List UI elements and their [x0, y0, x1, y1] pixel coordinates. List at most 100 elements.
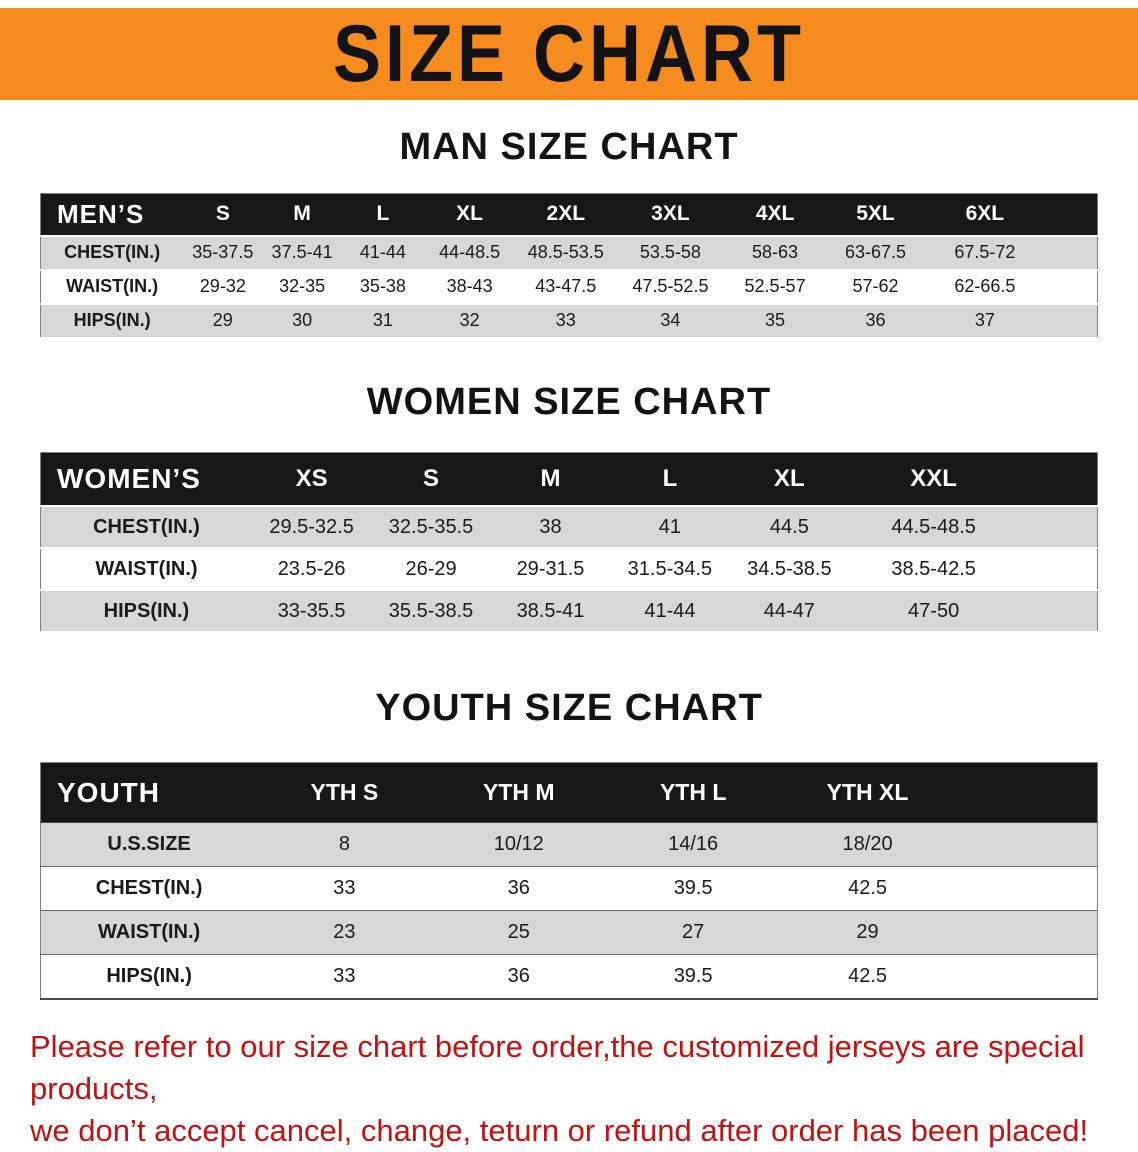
size-column-header: 5XL — [825, 193, 926, 237]
youth-waist-row: WAIST(IN.) 23 25 27 29 — [40, 910, 1098, 955]
filler-cell — [1018, 548, 1097, 590]
size-cell: 37 — [974, 310, 995, 330]
size-cell: 62-66.5 — [954, 276, 1016, 296]
row-label: HIPS(IN.) — [73, 310, 151, 330]
size-cell: 33-35.5 — [277, 599, 346, 622]
women-waist-row: WAIST(IN.) 23.5-26 26-29 29-31.5 31.5-34… — [40, 548, 1098, 590]
men-chest-row: CHEST(IN.) 35-37.5 37.5-41 41-44 44-48.5… — [40, 235, 1098, 270]
size-cell: 58-63 — [752, 242, 799, 262]
size-column-header: YTH XL — [780, 762, 955, 823]
size-cell: 34 — [660, 310, 681, 330]
size-cell: 31 — [372, 310, 393, 330]
filler-cell — [1045, 270, 1098, 304]
size-cell: 23 — [333, 921, 356, 943]
women-section: WOMEN SIZE CHART WOMEN’S XS S M L XL XXL — [0, 380, 1138, 633]
filler-cell — [955, 867, 1098, 911]
size-cell: 35 — [765, 310, 786, 330]
row-label: CHEST(IN.) — [95, 877, 203, 899]
size-cell: 53.5-58 — [639, 242, 701, 262]
size-cell: 27 — [682, 921, 705, 943]
youth-size-table: YOUTH YTH S YTH M YTH L YTH XL U.S.SIZE … — [40, 762, 1098, 1000]
men-section-heading: MAN SIZE CHART — [399, 126, 739, 168]
size-cell: 41 — [658, 515, 682, 538]
men-waist-row: WAIST(IN.) 29-32 32-35 35-38 38-43 43-47… — [40, 269, 1098, 304]
size-cell: 36 — [507, 877, 530, 899]
size-column-header: YTH M — [431, 762, 606, 823]
disclaimer-line-1: Please refer to our size chart before or… — [30, 1028, 1085, 1106]
filler-cell — [1018, 506, 1097, 548]
size-cell: 57-62 — [852, 276, 899, 296]
size-cell: 38-43 — [446, 276, 493, 296]
women-chest-row: CHEST(IN.) 29.5-32.5 32.5-35.5 38 41 44.… — [40, 506, 1098, 548]
size-column-header: L — [610, 452, 730, 507]
disclaimer: Please refer to our size chart before or… — [30, 1026, 1118, 1152]
size-column-header: L — [341, 193, 425, 237]
men-hips-row: HIPS(IN.) 29 30 31 32 33 34 35 36 37 — [40, 303, 1098, 338]
size-cell: 39.5 — [673, 964, 713, 987]
size-cell: 18/20 — [842, 833, 893, 855]
women-size-table: WOMEN’S XS S M L XL XXL CHEST(IN.) 29.5-… — [40, 451, 1098, 633]
women-table-title: WOMEN’S — [40, 452, 252, 507]
size-cell: 29 — [212, 310, 233, 330]
row-label: WAIST(IN.) — [95, 557, 198, 580]
size-cell: 36 — [865, 310, 886, 330]
disclaimer-line-2: we don’t accept cancel, change, teturn o… — [30, 1112, 1089, 1148]
men-section: MAN SIZE CHART MEN’S S M L XL 2XL 3XL 4X… — [0, 126, 1138, 339]
youth-header-row: YOUTH YTH S YTH M YTH L YTH XL — [40, 762, 1098, 823]
size-cell: 32-35 — [279, 276, 326, 296]
size-cell: 29-31.5 — [516, 557, 585, 580]
size-column-header: XL — [729, 452, 850, 507]
size-cell: 23.5-26 — [277, 557, 346, 580]
size-cell: 35-38 — [359, 276, 406, 296]
filler-cell — [955, 911, 1098, 955]
filler-cell — [955, 955, 1098, 999]
size-cell: 32 — [459, 310, 480, 330]
filler-cell — [955, 823, 1098, 867]
youth-hips-row: HIPS(IN.) 33 36 39.5 42.5 — [40, 954, 1098, 999]
size-cell: 67.5-72 — [954, 242, 1016, 262]
row-label: WAIST(IN.) — [66, 276, 159, 296]
size-cell: 31.5-34.5 — [627, 557, 713, 580]
size-cell: 44.5-48.5 — [891, 515, 976, 538]
size-cell: 34.5-38.5 — [747, 557, 832, 580]
banner: SIZE CHART — [0, 8, 1138, 100]
men-size-table: MEN’S S M L XL 2XL 3XL 4XL 5XL 6XL CHEST… — [40, 193, 1098, 339]
size-cell: 29.5-32.5 — [269, 515, 354, 538]
size-cell: 25 — [507, 921, 530, 943]
size-cell: 35.5-38.5 — [388, 599, 474, 622]
size-cell: 33 — [333, 964, 356, 987]
size-cell: 36 — [507, 964, 530, 987]
row-label: WAIST(IN.) — [97, 921, 201, 943]
size-cell: 10/12 — [493, 833, 544, 855]
size-cell: 42.5 — [848, 964, 888, 987]
size-cell: 52.5-57 — [744, 276, 806, 296]
size-cell: 26-29 — [405, 557, 457, 580]
size-cell: 41-44 — [644, 599, 696, 622]
size-column-header: YTH L — [605, 762, 781, 823]
size-cell: 63-67.5 — [844, 242, 906, 262]
filler-cell — [1045, 304, 1098, 338]
women-hips-row: HIPS(IN.) 33-35.5 35.5-38.5 38.5-41 41-4… — [40, 590, 1098, 632]
size-cell: 42.5 — [848, 877, 888, 899]
size-cell: 48.5-53.5 — [527, 242, 604, 262]
youth-ussize-row: U.S.SIZE 8 10/12 14/16 18/20 — [40, 822, 1098, 867]
size-column-header: YTH S — [257, 762, 432, 823]
size-cell: 38 — [539, 515, 562, 538]
size-cell: 44-47 — [763, 599, 815, 622]
row-label: U.S.SIZE — [107, 833, 191, 855]
size-column-header: 4XL — [724, 193, 826, 237]
size-column-header: XXL — [849, 452, 1019, 507]
filler-cell — [1018, 590, 1097, 632]
women-header-row: WOMEN’S XS S M L XL XXL — [40, 452, 1098, 507]
filler-cell — [1044, 193, 1098, 237]
size-column-header: 2XL — [515, 193, 617, 237]
size-column-header: M — [490, 452, 611, 507]
size-cell: 43-47.5 — [535, 276, 597, 296]
size-column-header: S — [183, 193, 263, 237]
size-column-header: 6XL — [925, 193, 1045, 237]
row-label: HIPS(IN.) — [103, 599, 190, 622]
size-cell: 47-50 — [908, 599, 960, 622]
women-section-heading: WOMEN SIZE CHART — [366, 380, 772, 423]
size-column-header: 3XL — [616, 193, 725, 237]
size-column-header: M — [262, 193, 342, 237]
